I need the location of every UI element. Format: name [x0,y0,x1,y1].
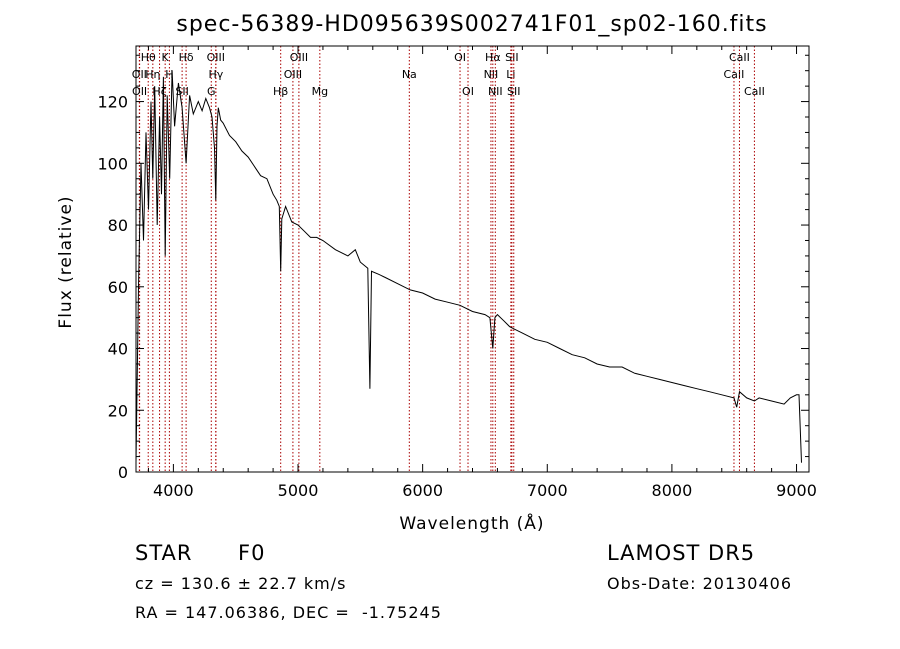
line-label-2: Hθ [141,51,156,64]
line-label-24: SII [507,85,520,98]
y-tick-label-0: 0 [118,463,128,482]
line-label-22: Li [506,68,515,81]
line-label-13: OIII [284,68,302,81]
line-label-11: G [207,85,216,98]
line-label-15: Mg [312,85,328,98]
line-label-14: OIII [290,51,308,64]
x-tick-label-5: 9000 [776,481,817,500]
object-subclass: F0 [238,541,266,565]
line-label-1: OII [132,85,147,98]
line-label-8: Hδ [179,51,194,64]
axis-ticks: 4000 5000 6000 7000 8000 9000 0 20 40 60 80 100 120 [97,46,817,500]
line-label-20: Hα [485,51,501,64]
line-label-5: K [162,51,170,64]
line-label-12: Hβ [273,85,288,98]
line-label-19: NII [484,68,499,81]
y-tick-label-6: 120 [97,93,128,112]
line-label-25: CaII [724,68,745,81]
y-tick-label-2: 40 [108,340,128,359]
ra-dec-coordinates: RA = 147.06386, DEC = -1.75245 [135,603,442,622]
flux-series [135,70,802,463]
x-tick-label-3: 7000 [527,481,568,500]
x-tick-label-0: 4000 [153,481,194,500]
line-label-17: OI [454,51,466,64]
plot-frame [135,45,810,473]
y-tick-label-1: 20 [108,401,128,420]
y-tick-label-5: 100 [97,154,128,173]
line-label-16: Na [402,68,417,81]
flux-series-line-0 [135,70,802,463]
chart-title: spec-56389-HD095639S002741F01_sp02-160.f… [176,12,767,37]
line-label-23: SII [505,51,518,64]
line-label-18: OI [462,85,474,98]
line-label-10: Hγ [208,68,223,81]
y-tick-label-3: 60 [108,278,128,297]
observation-date: Obs-Date: 20130406 [607,574,793,593]
line-label-26: CaII [729,51,750,64]
x-tick-label-4: 8000 [652,481,693,500]
line-label-21: NII [488,85,503,98]
redshift-velocity: cz = 130.6 ± 22.7 km/s [135,574,347,593]
x-axis-label: Wavelength (Å) [399,512,544,534]
line-label-27: CaII [744,85,765,98]
survey-name: LAMOST DR5 [607,541,756,565]
line-label-6: H [165,68,173,81]
y-tick-label-4: 80 [108,216,128,235]
x-tick-label-1: 5000 [278,481,319,500]
x-tick-label-2: 6000 [402,481,443,500]
line-label-3: Hη [145,68,160,81]
y-axis-label: Flux (relative) [56,195,76,328]
object-class: STAR [135,541,193,565]
